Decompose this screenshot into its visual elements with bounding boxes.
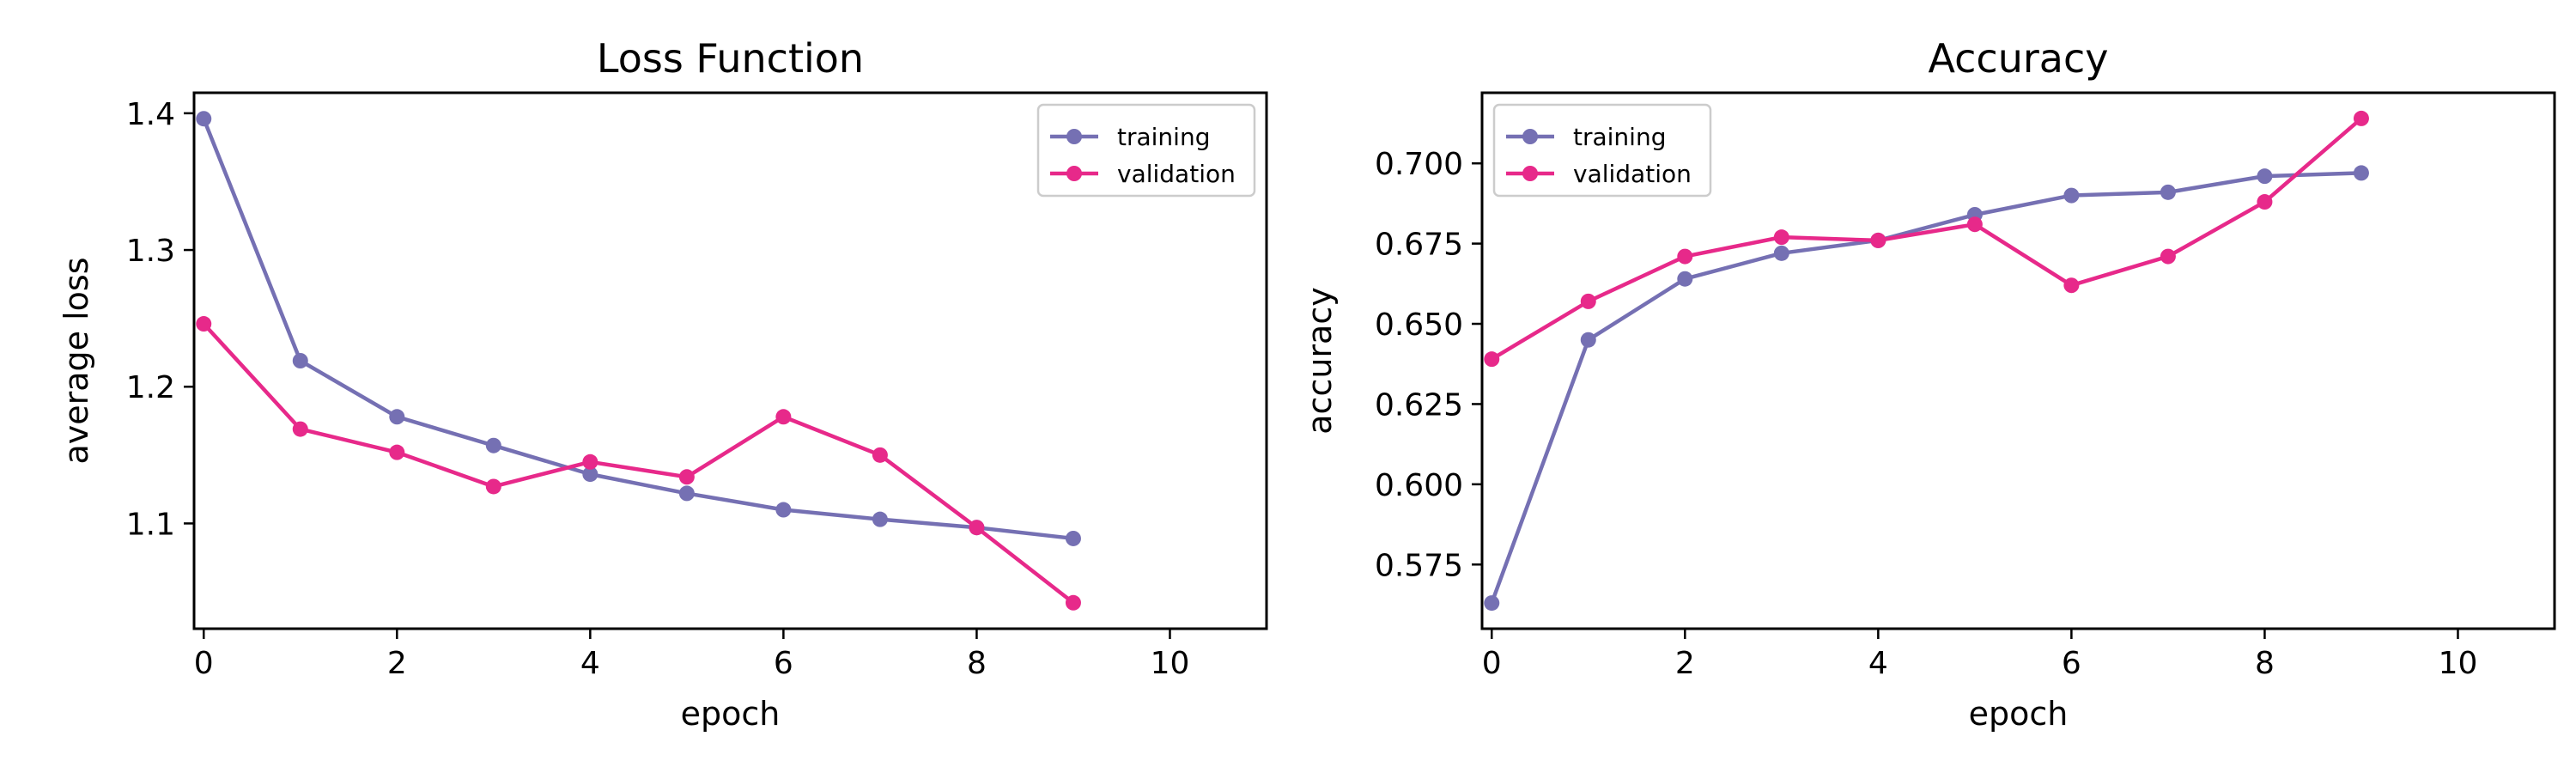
y-tick-label: 0.625	[1375, 387, 1463, 423]
training-data-point	[2160, 184, 2176, 200]
validation-data-point	[1966, 216, 1983, 233]
training-data-point	[678, 485, 695, 502]
y-tick-label: 0.700	[1375, 147, 1463, 182]
chart-title: Accuracy	[1928, 35, 2108, 82]
legend: training validation	[1492, 103, 1712, 198]
x-tick-label: 6	[774, 646, 793, 681]
validation-data-point	[1773, 229, 1789, 246]
y-tick-label: 1.3	[126, 234, 175, 269]
training-data-point	[1065, 530, 1081, 546]
validation-legend-label: validation	[1573, 160, 1692, 188]
validation-data-point	[1580, 293, 1596, 309]
validation-data-point	[582, 453, 598, 470]
y-tick-label: 0.675	[1375, 228, 1463, 263]
validation-data-point	[2353, 110, 2369, 126]
training-data-point	[582, 466, 598, 483]
plot-area-frame	[1480, 91, 2556, 630]
validation-data-point	[1677, 248, 1693, 265]
training-data-point	[775, 502, 792, 518]
validation-series-line	[1490, 116, 2364, 362]
y-tick-label: 1.4	[126, 97, 175, 132]
x-tick-label: 10	[2439, 646, 2478, 681]
y-tick-label: 0.650	[1375, 307, 1463, 343]
x-tick-label: 4	[580, 646, 600, 681]
training-legend-swatch-marker	[1522, 129, 1538, 144]
training-data-point	[2257, 168, 2273, 185]
x-tick-label: 2	[1675, 646, 1695, 681]
validation-data-point	[1870, 232, 1886, 248]
training-data-point	[872, 511, 888, 527]
training-data-point	[292, 353, 308, 368]
validation-data-point	[1484, 351, 1500, 368]
legend: training validation	[1036, 103, 1256, 198]
y-tick-label: 0.575	[1375, 548, 1463, 583]
training-legend-swatch-marker	[1066, 129, 1082, 144]
training-legend-label: training	[1117, 123, 1210, 151]
x-tick-label: 10	[1151, 646, 1190, 681]
validation-legend-swatch-marker	[1522, 166, 1538, 181]
training-data-point	[1580, 332, 1596, 348]
y-tick-label: 1.1	[126, 507, 175, 542]
validation-data-point	[1065, 594, 1081, 611]
training-data-point	[2353, 165, 2369, 181]
validation-data-point	[2257, 194, 2273, 210]
x-axis-label: epoch	[1969, 695, 2069, 733]
validation-data-point	[2160, 248, 2176, 265]
x-tick-label: 8	[2255, 646, 2275, 681]
validation-data-point	[196, 316, 212, 332]
validation-data-point	[969, 520, 985, 536]
training-data-point	[2063, 187, 2080, 204]
validation-data-point	[292, 421, 308, 437]
training-series-line	[202, 116, 1076, 541]
validation-legend-label: validation	[1117, 160, 1236, 188]
training-data-point	[389, 409, 405, 425]
x-tick-label: 4	[1868, 646, 1888, 681]
validation-data-point	[485, 478, 501, 495]
validation-legend-swatch-marker	[1066, 166, 1082, 181]
validation-data-point	[389, 444, 405, 460]
plot-area-frame	[192, 91, 1268, 630]
loss-chart-panel: Loss Function 0 2 4 6 8 10 1.1 1.2 1.3 1.4 epoch ave…	[58, 35, 1268, 733]
x-tick-label: 8	[967, 646, 987, 681]
training-series-line	[1490, 171, 2364, 606]
x-tick-label: 6	[2062, 646, 2081, 681]
x-tick-label: 0	[194, 646, 214, 681]
validation-data-point	[872, 447, 888, 463]
validation-data-point	[678, 469, 695, 485]
x-tick-label: 2	[387, 646, 407, 681]
training-data-point	[196, 111, 212, 127]
validation-series-line	[202, 321, 1076, 606]
training-data-point	[1773, 245, 1789, 261]
training-data-point	[1484, 595, 1500, 612]
training-data-point	[1677, 271, 1693, 287]
training-legend-label: training	[1573, 123, 1666, 151]
validation-data-point	[775, 409, 792, 425]
accuracy-chart-panel: Accuracy 0 2 4 6 8 10 0.575 0.600 0.625 0.650 0.675…	[1301, 35, 2556, 733]
training-data-point	[485, 437, 501, 453]
validation-data-point	[2063, 277, 2080, 294]
y-tick-label: 0.600	[1375, 468, 1463, 503]
x-tick-label: 0	[1482, 646, 1502, 681]
chart-title: Loss Function	[597, 35, 864, 82]
y-axis-label: average loss	[58, 257, 95, 464]
x-axis-label: epoch	[681, 695, 781, 733]
y-axis-label: accuracy	[1301, 287, 1339, 434]
y-tick-label: 1.2	[126, 370, 175, 405]
